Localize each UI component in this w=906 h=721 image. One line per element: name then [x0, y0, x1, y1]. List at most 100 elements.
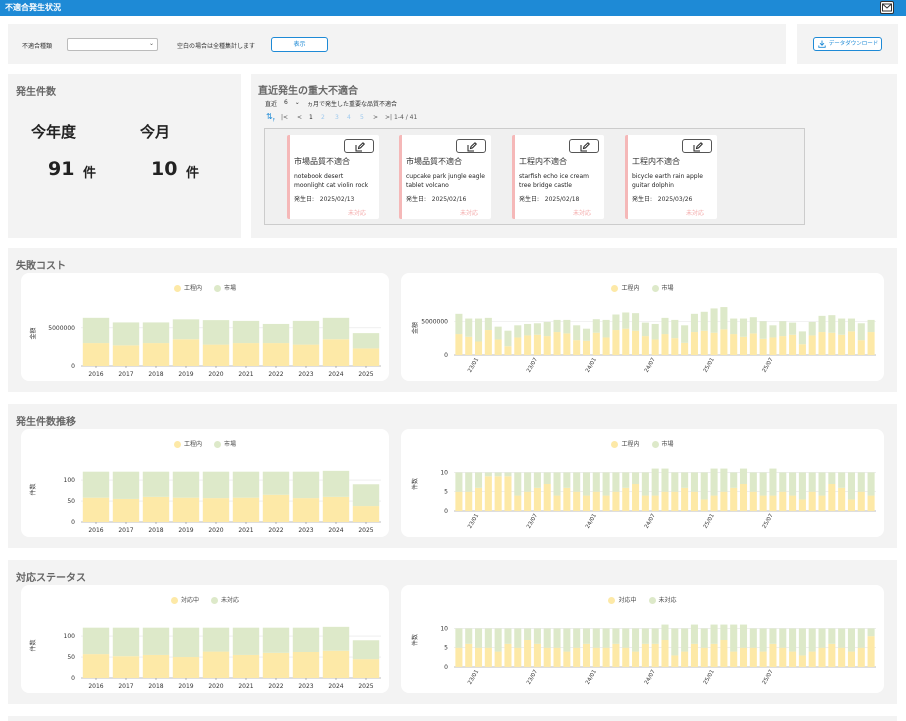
bar-segment[interactable] [455, 472, 463, 492]
bar-segment[interactable] [573, 340, 581, 355]
bar-segment[interactable] [710, 308, 718, 333]
bar-segment[interactable] [622, 312, 630, 329]
bar-segment[interactable] [730, 472, 738, 488]
bar-segment[interactable] [759, 495, 767, 511]
bar-segment[interactable] [622, 647, 630, 667]
bar-segment[interactable] [789, 334, 797, 355]
bar-segment[interactable] [602, 337, 610, 355]
bar-segment[interactable] [720, 329, 728, 355]
legend-item[interactable]: 市場 [651, 283, 674, 292]
bar-segment[interactable] [632, 330, 640, 355]
bar-segment[interactable] [720, 640, 728, 667]
bar-segment[interactable] [142, 654, 170, 678]
pager-page-4[interactable]: 4 [347, 114, 351, 121]
bar-segment[interactable] [828, 643, 836, 667]
sort-icon[interactable]: ⇅F [266, 112, 276, 123]
bar-segment[interactable] [524, 640, 532, 667]
bar-segment[interactable] [759, 321, 767, 339]
bar-segment[interactable] [700, 647, 708, 667]
bar-segment[interactable] [720, 624, 728, 640]
bar-segment[interactable] [838, 628, 846, 648]
bar-segment[interactable] [504, 330, 512, 347]
bar-segment[interactable] [789, 322, 797, 335]
bar-segment[interactable] [602, 495, 610, 511]
bar-segment[interactable] [710, 332, 718, 355]
bar-segment[interactable] [808, 472, 816, 492]
bar-segment[interactable] [322, 650, 350, 678]
bar-segment[interactable] [563, 651, 571, 667]
bar-segment[interactable] [543, 647, 551, 667]
bar-segment[interactable] [641, 628, 649, 644]
bar-segment[interactable] [749, 628, 757, 648]
legend-item[interactable]: 未対応 [211, 595, 239, 604]
bar-segment[interactable] [543, 336, 551, 355]
bar-segment[interactable] [769, 325, 777, 338]
bar-segment[interactable] [553, 319, 561, 333]
bar-segment[interactable] [484, 472, 492, 477]
bar-segment[interactable] [798, 472, 806, 500]
bar-segment[interactable] [602, 628, 610, 648]
bar-segment[interactable] [798, 499, 806, 511]
bar-segment[interactable] [262, 652, 290, 678]
bar-segment[interactable] [533, 643, 541, 667]
bar-segment[interactable] [612, 491, 620, 511]
bar-segment[interactable] [769, 337, 777, 355]
bar-segment[interactable] [769, 628, 777, 644]
pager-prev[interactable]: < [297, 114, 303, 121]
bar-segment[interactable] [475, 472, 483, 488]
bar-segment[interactable] [690, 472, 698, 492]
bar-segment[interactable] [818, 647, 826, 667]
bar-segment[interactable] [759, 628, 767, 652]
bar-segment[interactable] [232, 320, 260, 344]
pager-page-1[interactable]: 1 [309, 114, 313, 121]
bar-segment[interactable] [808, 321, 816, 336]
bar-segment[interactable] [622, 628, 630, 648]
bar-segment[interactable] [661, 640, 669, 667]
bar-segment[interactable] [352, 640, 380, 660]
bar-segment[interactable] [789, 651, 797, 667]
bar-segment[interactable] [828, 484, 836, 511]
bar-segment[interactable] [465, 336, 473, 355]
bar-segment[interactable] [172, 471, 200, 498]
bar-segment[interactable] [82, 654, 110, 678]
bar-segment[interactable] [700, 330, 708, 355]
bar-segment[interactable] [798, 655, 806, 667]
bar-segment[interactable] [681, 325, 689, 343]
bar-segment[interactable] [769, 468, 777, 496]
bar-segment[interactable] [142, 496, 170, 522]
bar-segment[interactable] [690, 624, 698, 644]
bar-segment[interactable] [789, 495, 797, 511]
legend-item[interactable]: 対応中 [608, 595, 637, 604]
bar-segment[interactable] [484, 647, 492, 667]
bar-segment[interactable] [202, 344, 230, 366]
bar-segment[interactable] [465, 318, 473, 337]
bar-segment[interactable] [818, 495, 826, 511]
bar-segment[interactable] [700, 499, 708, 511]
bar-segment[interactable] [292, 498, 320, 522]
legend-item[interactable]: 市場 [651, 439, 674, 448]
bar-segment[interactable] [172, 627, 200, 658]
bar-segment[interactable] [671, 319, 679, 339]
bar-segment[interactable] [543, 628, 551, 648]
bar-segment[interactable] [847, 318, 855, 332]
bar-segment[interactable] [504, 472, 512, 477]
bar-segment[interactable] [202, 627, 230, 652]
bar-segment[interactable] [563, 628, 571, 652]
bar-segment[interactable] [632, 484, 640, 511]
bar-segment[interactable] [710, 624, 718, 644]
bar-segment[interactable] [533, 487, 541, 511]
bar-segment[interactable] [112, 345, 140, 366]
bar-segment[interactable] [847, 628, 855, 652]
bar-segment[interactable] [504, 476, 512, 511]
bar-segment[interactable] [681, 342, 689, 355]
bar-segment[interactable] [857, 472, 865, 492]
bar-segment[interactable] [514, 337, 522, 355]
bar-segment[interactable] [592, 332, 600, 355]
bar-segment[interactable] [838, 647, 846, 667]
bar-segment[interactable] [202, 651, 230, 678]
issue-card[interactable]: 工程内不適合 bicycle earth rain apple guitar d… [625, 135, 717, 219]
bar-segment[interactable] [867, 628, 875, 637]
edit-button[interactable] [344, 139, 374, 153]
bar-segment[interactable] [857, 323, 865, 341]
bar-segment[interactable] [681, 472, 689, 488]
